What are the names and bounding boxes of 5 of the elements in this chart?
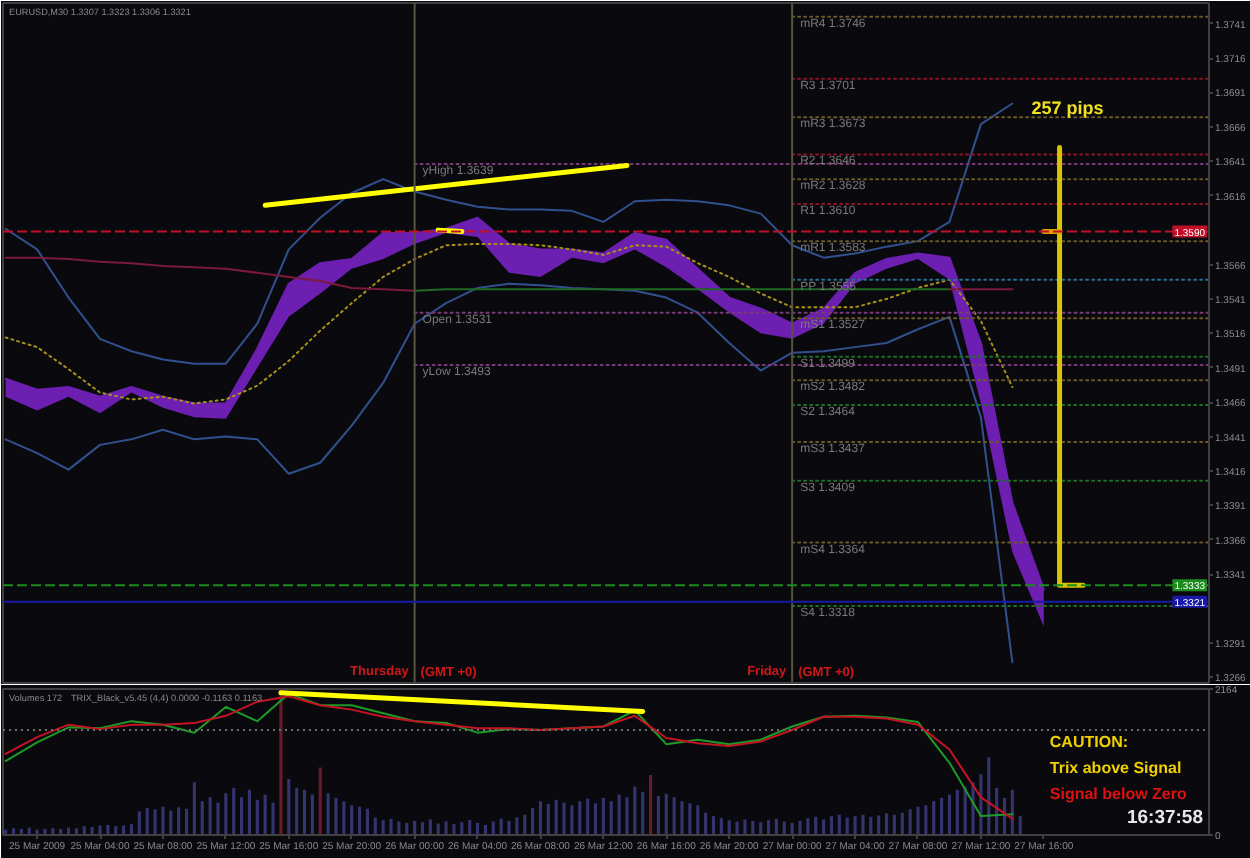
annotation: 16:37:58 bbox=[1126, 807, 1204, 829]
annotation: CAUTION: bbox=[1049, 733, 1129, 751]
annotation: Signal below Zero bbox=[1049, 785, 1187, 803]
annotation: 257 pips bbox=[1031, 97, 1104, 118]
annotation: Trix above Signal bbox=[1049, 759, 1182, 777]
